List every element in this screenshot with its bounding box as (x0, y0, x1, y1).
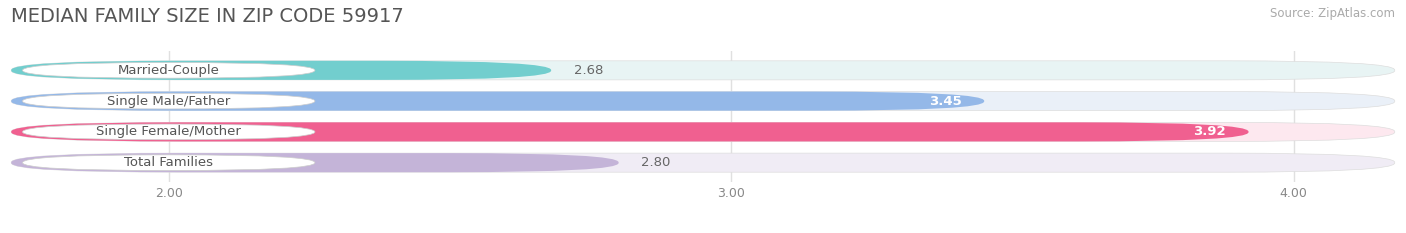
Text: Total Families: Total Families (124, 156, 214, 169)
Text: 3.45: 3.45 (929, 95, 962, 108)
Text: 2.68: 2.68 (574, 64, 603, 77)
FancyBboxPatch shape (11, 92, 984, 111)
FancyBboxPatch shape (22, 124, 315, 140)
Text: Single Female/Mother: Single Female/Mother (96, 125, 242, 138)
Text: Married-Couple: Married-Couple (118, 64, 219, 77)
Text: 2.80: 2.80 (641, 156, 671, 169)
Text: Single Male/Father: Single Male/Father (107, 95, 231, 108)
FancyBboxPatch shape (11, 92, 1395, 111)
FancyBboxPatch shape (11, 61, 551, 80)
FancyBboxPatch shape (11, 122, 1249, 141)
FancyBboxPatch shape (22, 62, 315, 78)
FancyBboxPatch shape (11, 122, 1395, 141)
FancyBboxPatch shape (11, 153, 1395, 172)
Text: MEDIAN FAMILY SIZE IN ZIP CODE 59917: MEDIAN FAMILY SIZE IN ZIP CODE 59917 (11, 7, 404, 26)
FancyBboxPatch shape (11, 61, 1395, 80)
Text: 3.92: 3.92 (1194, 125, 1226, 138)
FancyBboxPatch shape (22, 93, 315, 109)
FancyBboxPatch shape (22, 155, 315, 171)
Text: Source: ZipAtlas.com: Source: ZipAtlas.com (1270, 7, 1395, 20)
FancyBboxPatch shape (11, 153, 619, 172)
